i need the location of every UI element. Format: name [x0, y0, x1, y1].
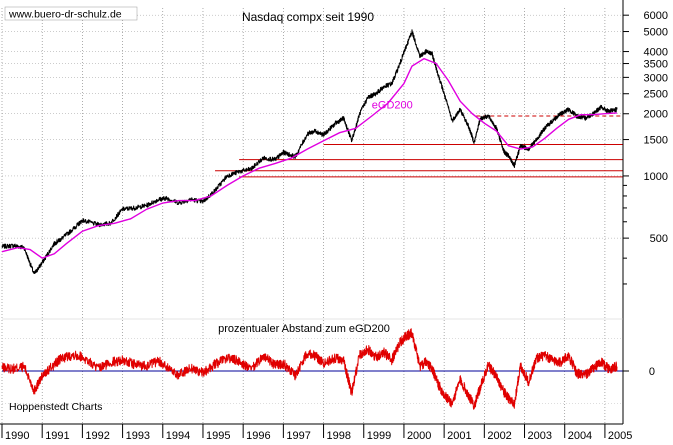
x-tick-label-1990: 1990: [5, 430, 29, 440]
x-tick-label-2002: 2002: [487, 430, 511, 440]
x-tick-label-2003: 2003: [528, 430, 552, 440]
y-tick-label-2000: 2000: [644, 109, 668, 121]
sub-y-tick-label-0: 0: [649, 366, 655, 378]
x-tick-label-1991: 1991: [45, 430, 69, 440]
credit-text: Hoppenstedt Charts: [9, 401, 102, 413]
distance-percent-line: [1, 328, 618, 410]
y-tick-label-1500: 1500: [644, 135, 668, 147]
watermark-box: [4, 6, 138, 21]
x-tick-label-1994: 1994: [166, 430, 190, 440]
x-tick-label-1993: 1993: [126, 430, 150, 440]
x-tick-label-1996: 1996: [246, 430, 270, 440]
egd200-label: eGD200: [372, 100, 413, 112]
x-tick-label-1997: 1997: [286, 430, 310, 440]
egd200-line: [1, 57, 618, 259]
text-layer: Nasdaq compx seit 1990 prozentualer Abst…: [4, 6, 390, 413]
grid-layer: [1, 8, 623, 424]
y-tick-label-3500: 3500: [644, 59, 668, 71]
x-tick-label-1992: 1992: [85, 430, 109, 440]
x-tick-label-2005: 2005: [608, 430, 632, 440]
sub-chart-title: prozentualer Abstand zum eGD200: [218, 323, 390, 335]
x-tick-label-2001: 2001: [447, 430, 471, 440]
watermark-text: www.buero-dr-schulz.de: [8, 9, 122, 21]
x-tick-label-1998: 1998: [327, 430, 351, 440]
y-tick-label-6000: 6000: [644, 10, 668, 22]
axis-layer: [0, 0, 629, 438]
x-tick-label-1999: 1999: [367, 430, 391, 440]
y-tick-label-2500: 2500: [644, 89, 668, 101]
y-tick-label-1000: 1000: [644, 171, 668, 183]
y-tick-label-5000: 5000: [644, 27, 668, 39]
label-layer: 1990 1991 1992 1993 1994 1995 1996 1997 1998 1999…: [5, 10, 668, 442]
series-layer: [1, 29, 618, 410]
y-tick-label-3000: 3000: [644, 72, 668, 84]
x-tick-label-2000: 2000: [407, 430, 431, 440]
x-tick-label-2004: 2004: [568, 430, 592, 440]
y-tick-label-4000: 4000: [644, 47, 668, 59]
y-tick-label-500: 500: [650, 233, 668, 245]
x-tick-label-1995: 1995: [206, 430, 230, 440]
main-chart-title: Nasdaq compx seit 1990: [242, 10, 374, 24]
